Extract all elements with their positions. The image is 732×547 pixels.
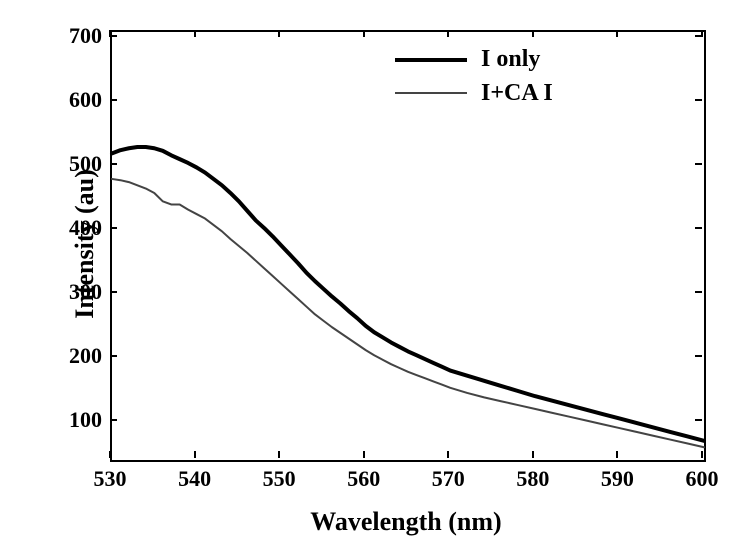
x-tick-label: 550 bbox=[263, 466, 296, 492]
x-tick bbox=[363, 30, 365, 37]
y-tick bbox=[110, 355, 117, 357]
x-tick bbox=[194, 451, 196, 458]
x-tick bbox=[616, 30, 618, 37]
y-tick bbox=[110, 419, 117, 421]
x-tick bbox=[278, 451, 280, 458]
y-tick-label: 200 bbox=[69, 343, 102, 369]
x-tick-label: 580 bbox=[516, 466, 549, 492]
legend-swatch bbox=[395, 58, 467, 62]
y-tick bbox=[110, 163, 117, 165]
series-line bbox=[112, 179, 704, 447]
chart-container: Intensity (au) Wavelength (nm) I onlyI+C… bbox=[0, 0, 732, 547]
x-tick bbox=[109, 451, 111, 458]
y-tick bbox=[695, 163, 702, 165]
y-tick-label: 500 bbox=[69, 151, 102, 177]
series-line bbox=[112, 147, 704, 441]
y-tick bbox=[695, 99, 702, 101]
data-lines-svg bbox=[112, 32, 704, 460]
x-tick bbox=[363, 451, 365, 458]
x-tick-label: 570 bbox=[432, 466, 465, 492]
y-tick bbox=[110, 227, 117, 229]
x-tick bbox=[194, 30, 196, 37]
x-tick bbox=[278, 30, 280, 37]
y-tick bbox=[695, 291, 702, 293]
x-tick bbox=[447, 30, 449, 37]
legend-swatch bbox=[395, 92, 467, 94]
x-tick-label: 600 bbox=[686, 466, 719, 492]
x-tick bbox=[616, 451, 618, 458]
y-tick bbox=[695, 355, 702, 357]
y-tick bbox=[110, 35, 117, 37]
y-tick bbox=[110, 99, 117, 101]
plot-area bbox=[110, 30, 706, 462]
y-tick bbox=[695, 227, 702, 229]
x-tick bbox=[701, 451, 703, 458]
y-tick-label: 600 bbox=[69, 87, 102, 113]
y-tick-label: 300 bbox=[69, 279, 102, 305]
legend-label: I+CA I bbox=[481, 80, 553, 107]
y-tick-label: 700 bbox=[69, 23, 102, 49]
x-tick bbox=[109, 30, 111, 37]
x-axis-label: Wavelength (nm) bbox=[310, 507, 501, 537]
x-tick-label: 590 bbox=[601, 466, 634, 492]
x-tick bbox=[532, 451, 534, 458]
y-tick-label: 100 bbox=[69, 407, 102, 433]
legend-label: I only bbox=[481, 46, 540, 73]
x-tick bbox=[532, 30, 534, 37]
x-tick-label: 530 bbox=[94, 466, 127, 492]
x-tick bbox=[701, 30, 703, 37]
x-tick-label: 540 bbox=[178, 466, 211, 492]
y-tick bbox=[695, 419, 702, 421]
x-tick bbox=[447, 451, 449, 458]
y-tick bbox=[110, 291, 117, 293]
x-tick-label: 560 bbox=[347, 466, 380, 492]
y-tick-label: 400 bbox=[69, 215, 102, 241]
